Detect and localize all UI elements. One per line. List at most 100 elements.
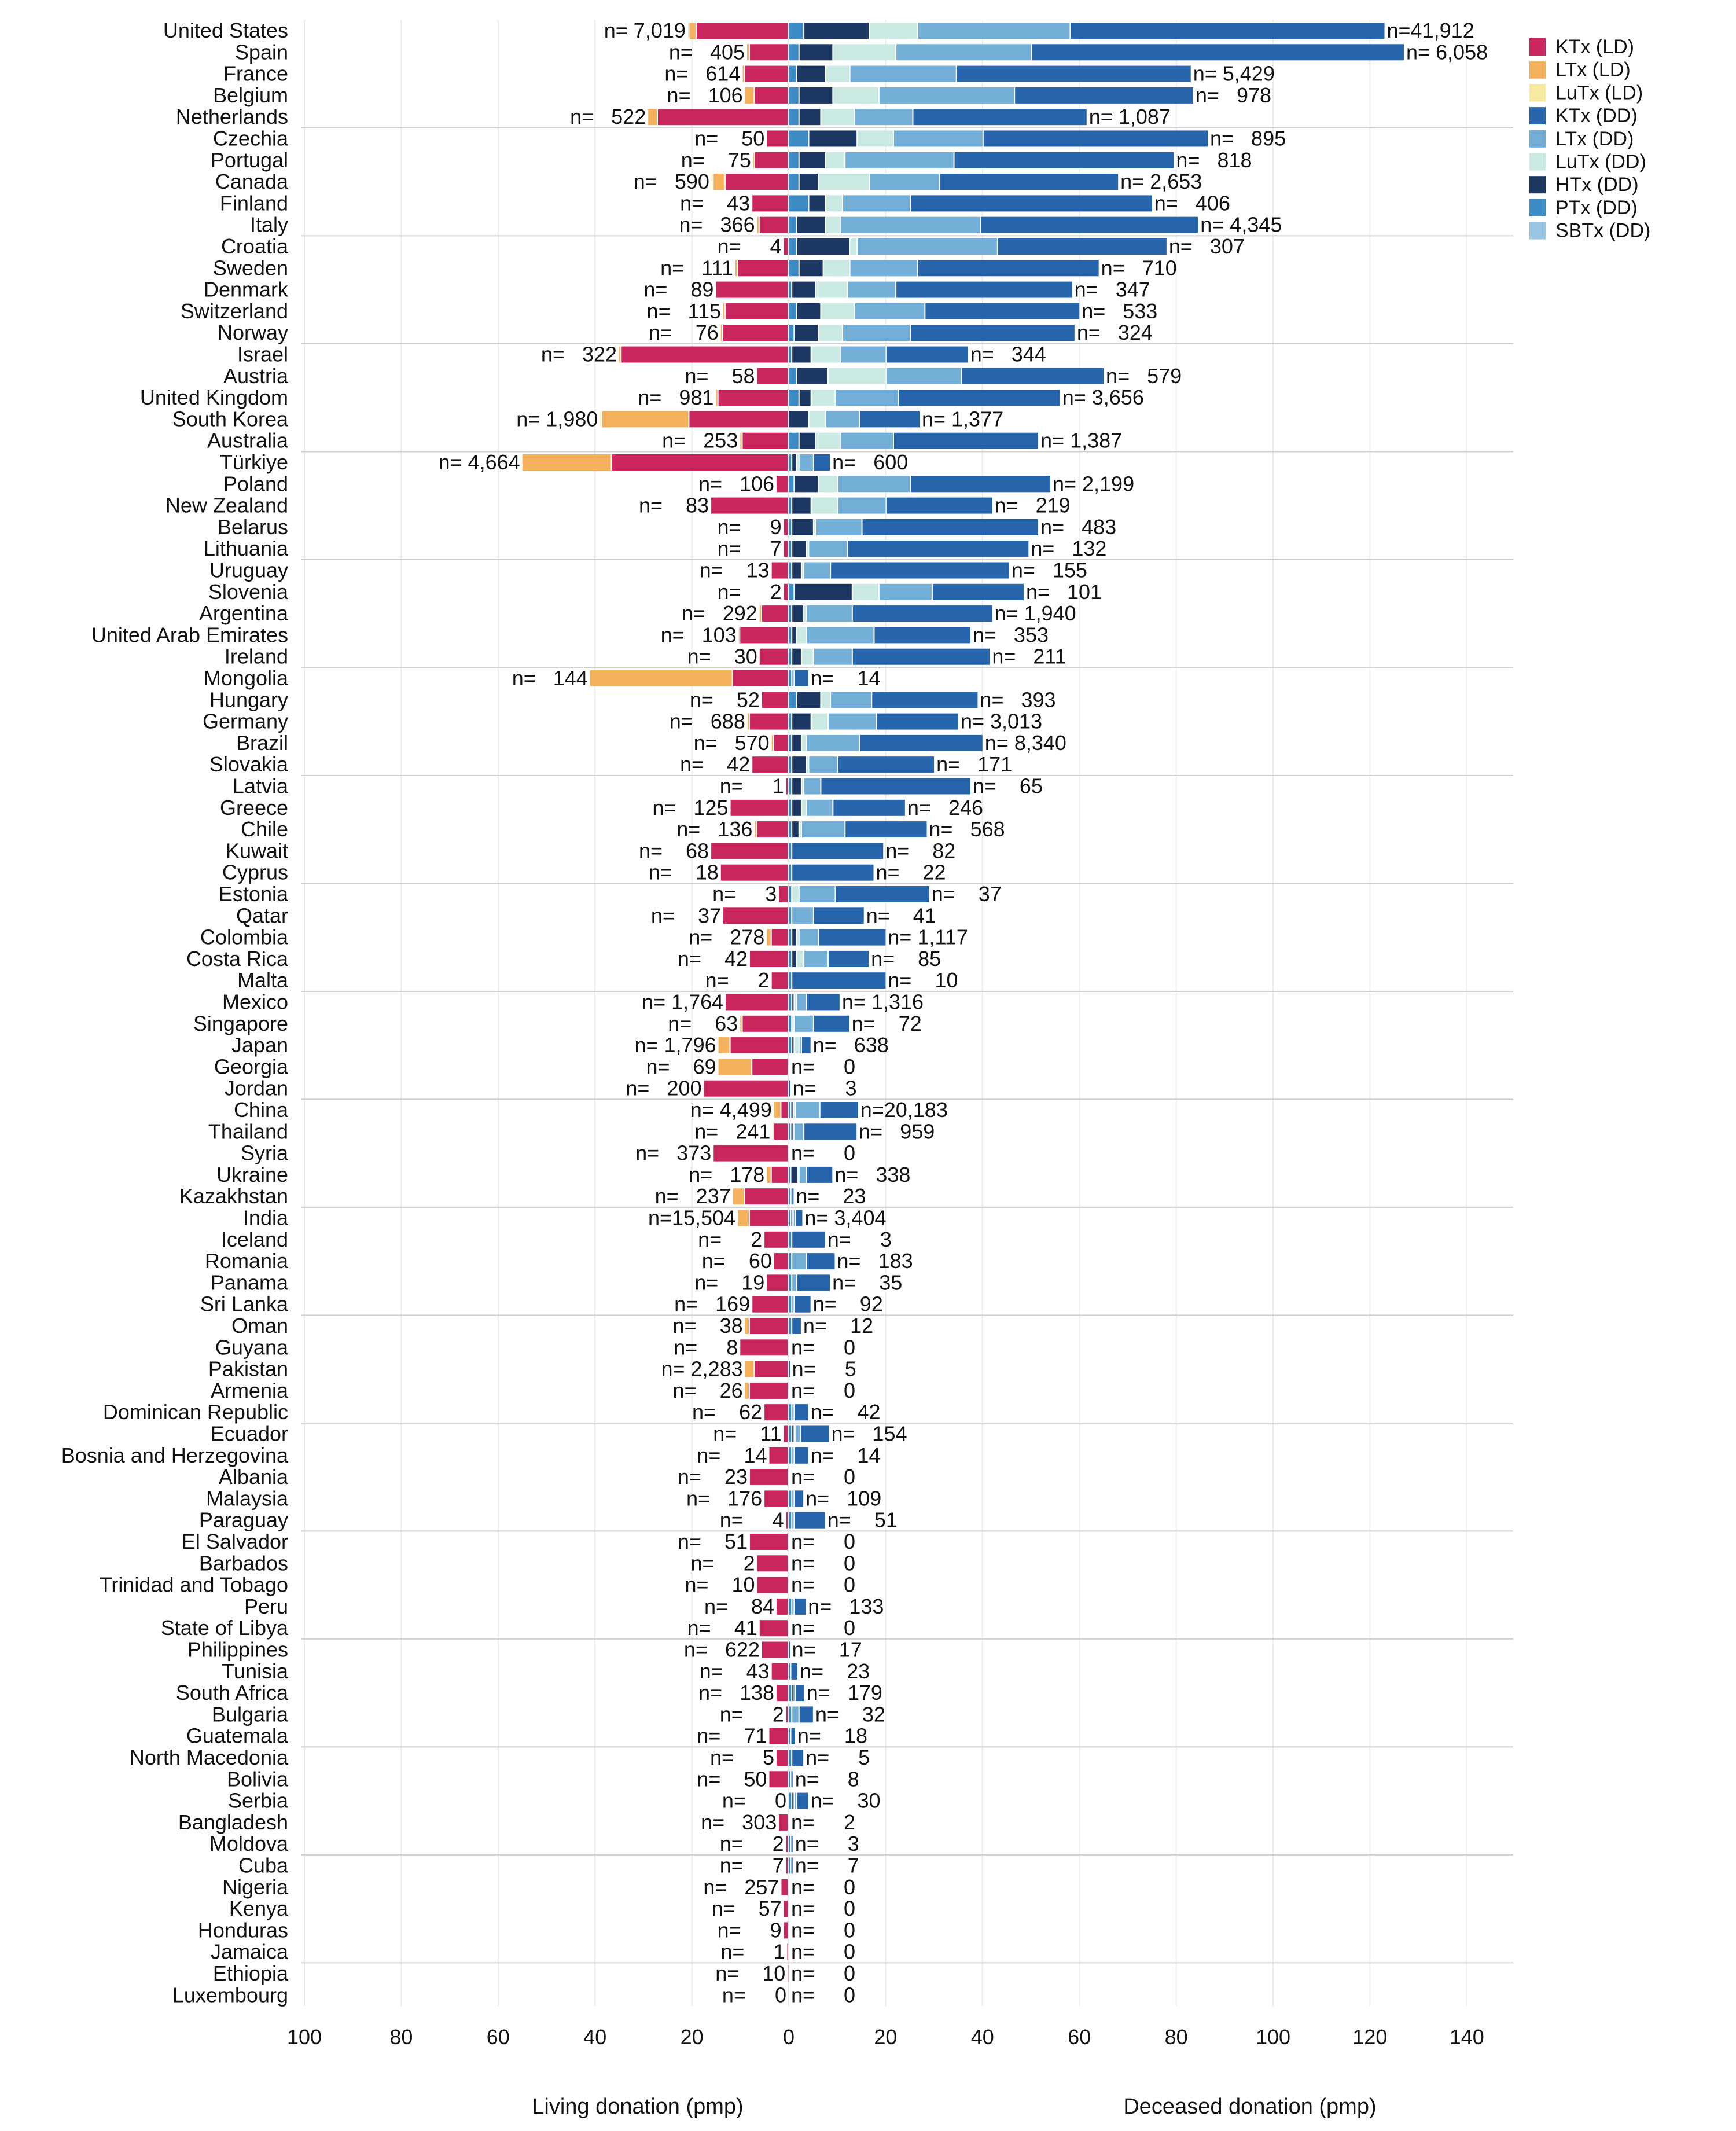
- bar-deceased-ktx-dd: [913, 109, 1087, 126]
- n-label-deceased: n= 483: [1040, 515, 1116, 539]
- bar-deceased-lutx-dd: [819, 325, 843, 341]
- country-label: Cyprus: [222, 861, 288, 884]
- bar-living-ktx-ld: [745, 1188, 788, 1205]
- bar-living-ktx-ld: [658, 109, 788, 126]
- bar-living-ktx-ld: [787, 1943, 788, 1960]
- n-label-deceased: n= 579: [1106, 364, 1182, 388]
- legend-label: LuTx (LD): [1555, 82, 1643, 104]
- bar-deceased-ktx-dd: [848, 541, 1029, 557]
- n-label-living: n= 237: [655, 1184, 731, 1208]
- bar-deceased-ptx-dd: [789, 476, 794, 493]
- bar-deceased-ltx-dd: [836, 390, 898, 406]
- bar-deceased-ptx-dd: [789, 713, 792, 730]
- country-label: Belgium: [213, 83, 288, 107]
- bar-deceased-ltx-dd: [814, 648, 852, 665]
- bar-living-ktx-ld: [750, 1534, 788, 1550]
- bar-deceased-lutx-dd: [811, 390, 835, 406]
- bar-deceased-ktx-dd: [962, 368, 1104, 384]
- bar-deceased-ltx-dd: [795, 1015, 813, 1032]
- n-label-living: n= 1: [720, 1940, 785, 1964]
- bar-living-ktx-ld: [738, 260, 788, 277]
- n-label-deceased: n= 347: [1075, 278, 1150, 302]
- bar-deceased-ktx-dd: [1032, 44, 1404, 61]
- bar-deceased-ktx-dd: [828, 950, 869, 967]
- country-label: Malaysia: [206, 1486, 289, 1510]
- bar-deceased-htx-dd: [799, 109, 821, 126]
- bar-deceased-ltx-dd: [850, 65, 956, 82]
- n-label-deceased: n= 0: [791, 1983, 855, 2007]
- n-label-deceased: n= 344: [970, 343, 1046, 366]
- bar-deceased-lutx-dd: [826, 216, 840, 233]
- bar-deceased-htx-dd: [792, 734, 801, 751]
- bar-deceased-ktx-dd: [792, 1188, 794, 1205]
- legend: KTx (LD)LTx (LD)LuTx (LD)KTx (DD)LTx (DD…: [1529, 36, 1650, 242]
- country-label: Peru: [244, 1594, 288, 1618]
- tick-label-left: 100: [287, 2025, 322, 2049]
- bar-living-ktx-ld: [786, 1512, 788, 1529]
- legend-swatch: [1529, 84, 1546, 102]
- n-label-living: n= 106: [667, 83, 743, 107]
- bar-deceased-ptx-dd: [789, 23, 804, 39]
- bar-deceased-ltx-dd: [795, 1123, 804, 1140]
- country-label: Costa Rica: [186, 947, 289, 971]
- bar-deceased-ptx-dd: [789, 454, 792, 471]
- n-label-living: n= 68: [639, 839, 709, 862]
- n-label-living: n= 200: [626, 1076, 701, 1100]
- country-label: United Arab Emirates: [91, 623, 288, 646]
- bar-deceased-ltx-dd: [792, 1404, 794, 1421]
- bar-deceased-ktx-dd: [814, 907, 864, 924]
- n-label-deceased: n= 307: [1169, 234, 1245, 258]
- bar-deceased-ltx-dd: [807, 799, 833, 816]
- n-label-living: n= 83: [639, 494, 709, 517]
- bar-deceased-ktx-dd: [792, 1231, 825, 1248]
- n-label-living: n= 241: [694, 1119, 770, 1143]
- n-label-deceased: n= 32: [815, 1702, 885, 1726]
- bar-deceased-ltx-dd: [838, 497, 886, 514]
- country-label: Jamaica: [211, 1940, 289, 1964]
- bar-deceased-htx-dd: [792, 454, 796, 471]
- bar-living-ktx-ld: [774, 1253, 788, 1270]
- bar-deceased-ktx-dd: [940, 174, 1119, 190]
- bar-living-ltx-ld: [745, 87, 754, 104]
- bar-deceased-htx-dd: [799, 87, 833, 104]
- country-label: Barbados: [199, 1551, 288, 1575]
- bar-deceased-ktx-dd: [874, 627, 970, 644]
- country-label: Paraguay: [199, 1508, 288, 1532]
- bar-deceased-ltx-dd: [845, 152, 954, 168]
- bar-deceased-ptx-dd: [789, 670, 792, 686]
- bar-deceased-lutx-dd: [833, 44, 896, 61]
- bar-deceased-ltx-dd: [826, 411, 859, 428]
- country-label: Bulgaria: [212, 1702, 289, 1726]
- bar-deceased-ptx-dd: [789, 541, 792, 557]
- bar-deceased-lutx-dd: [858, 130, 893, 147]
- country-label: Guyana: [215, 1335, 289, 1359]
- bar-living-ktx-ld: [750, 44, 788, 61]
- bar-deceased-ptx-dd: [789, 1447, 792, 1464]
- bar-living-ktx-ld: [784, 1922, 788, 1939]
- bar-deceased-ltx-dd: [792, 670, 794, 686]
- bar-deceased-ptx-dd: [789, 1771, 790, 1788]
- bar-deceased-htx-dd: [792, 994, 794, 1011]
- bar-deceased-ptx-dd: [789, 1512, 792, 1529]
- bar-deceased-ptx-dd: [789, 519, 792, 535]
- country-label: Trinidad and Tobago: [100, 1573, 288, 1597]
- n-label-deceased: n= 5,429: [1193, 62, 1275, 86]
- n-label-deceased: n= 0: [791, 1551, 855, 1575]
- bar-living-ltx-ld: [771, 734, 773, 751]
- bar-deceased-ptx-dd: [789, 648, 792, 665]
- n-label-living: n= 9: [718, 515, 782, 539]
- bar-deceased-ltx-dd: [799, 929, 818, 946]
- n-label-living: n= 1,980: [516, 407, 598, 431]
- country-label: Kazakhstan: [179, 1184, 288, 1208]
- tick-label-right: 20: [874, 2025, 897, 2049]
- bar-deceased-ltx-dd: [809, 541, 847, 557]
- bar-deceased-ktx-dd: [893, 432, 1039, 449]
- bar-living-ktx-ld: [784, 519, 788, 535]
- n-label-deceased: n= 600: [832, 450, 908, 474]
- n-label-deceased: n= 211: [992, 645, 1066, 668]
- bar-living-ktx-ld: [750, 950, 788, 967]
- bar-deceased-lutx-dd: [807, 756, 808, 773]
- bar-deceased-htx-dd: [797, 238, 849, 255]
- n-label-deceased: n= 0: [791, 1940, 855, 1964]
- bar-deceased-ptx-dd: [789, 87, 799, 104]
